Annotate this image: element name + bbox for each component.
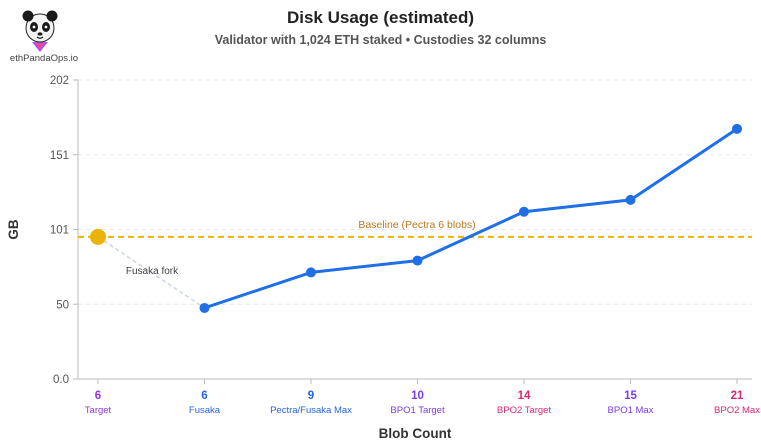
x-tick-label: Target [85,405,112,416]
x-tick-number: 6 [201,390,207,402]
chart-title: Disk Usage (estimated) [286,8,475,27]
series-point [199,302,210,313]
x-axis-title: Blob Count [379,426,452,441]
x-tick-number: 9 [308,390,314,402]
x-tick-label: BPO2 Max [714,405,760,416]
x-tick-label: Fusaka [189,405,221,416]
series-point [306,267,316,278]
fork-connector [97,236,205,309]
x-tick-number: 6 [95,390,101,402]
series-point [412,255,423,266]
y-tick-label: 50 [56,299,69,311]
y-tick-label: 151 [50,150,69,162]
baseline-label: Baseline (Pectra 6 blobs) [358,219,475,231]
y-tick-label: 101 [50,225,69,237]
x-tick-number: 10 [411,390,424,402]
x-tick-label: BPO1 Max [608,405,654,416]
x-tick-number: 14 [518,390,531,402]
y-tick-label: 202 [50,75,69,87]
series-line [204,127,738,310]
y-tick-label: 0.0 [53,374,69,386]
series-point [625,194,636,205]
baseline-point [90,228,106,245]
y-axis-title: GB [6,219,21,240]
x-tick-number: 15 [624,390,637,402]
ethpandaops-logo: ethPandaOps.io [4,6,78,66]
logo-text: ethPandaOps.io [9,53,79,64]
series-point [732,123,742,134]
x-tick-label: BPO2 Target [497,405,552,416]
x-tick-number: 21 [731,390,744,402]
panda-icon [22,10,58,52]
series-point [519,206,529,217]
chart-subtitle: Validator with 1,024 ETH staked • Custod… [214,33,547,47]
x-tick-label: BPO1 Target [390,405,445,416]
fork-annotation: Fusaka fork [126,266,179,277]
x-tick-label: Pectra/Fusaka Max [270,405,352,416]
